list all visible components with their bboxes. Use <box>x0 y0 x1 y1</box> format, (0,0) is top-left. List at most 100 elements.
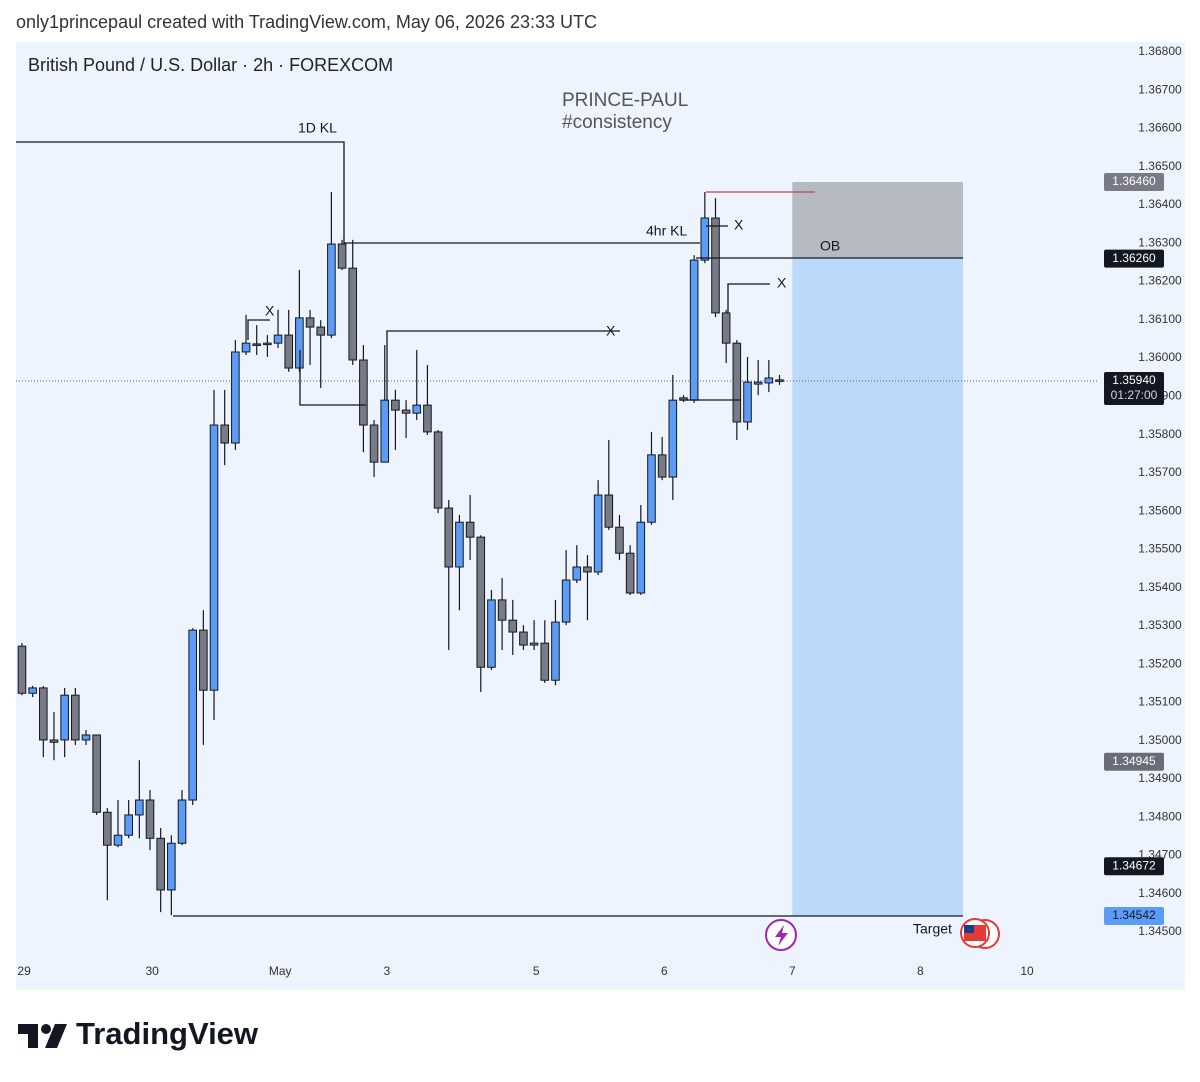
target-zone <box>792 258 964 916</box>
x-tick-label: 3 <box>384 964 391 978</box>
price-badge-label: 1.35940 <box>1112 373 1156 387</box>
candle-body <box>444 507 454 568</box>
y-tick-label: 1.34900 <box>1138 771 1182 785</box>
candle-body <box>177 799 187 844</box>
level-line <box>386 330 620 400</box>
drawings: 1D KL 4hr KL OB X X X X Target <box>16 120 963 937</box>
candle-body <box>337 243 347 269</box>
candle-body <box>465 521 475 538</box>
candle-body <box>583 566 592 573</box>
x-tick-label: 29 <box>17 964 31 978</box>
candle-body <box>401 409 411 414</box>
event-icons <box>765 918 1000 951</box>
y-tick-label: 1.35100 <box>1138 695 1182 709</box>
key-level-line <box>16 141 345 244</box>
candle-body <box>380 399 390 463</box>
x-tick-label: 8 <box>917 964 924 978</box>
candle-body <box>540 642 550 681</box>
candle-body <box>359 359 368 426</box>
level-line <box>299 350 366 406</box>
candle-body <box>252 343 262 346</box>
candle-body <box>700 217 710 261</box>
candle-body <box>775 379 784 382</box>
candle-body <box>327 243 336 336</box>
candle-body <box>220 424 229 444</box>
candle-body <box>668 399 678 478</box>
y-tick-label: 1.35200 <box>1138 656 1182 670</box>
candle-body <box>348 267 358 361</box>
candle-body <box>135 799 144 816</box>
x-tick-label: 10 <box>1020 964 1034 978</box>
symbol-title: British Pound / U.S. Dollar · 2h · FOREX… <box>28 55 393 75</box>
candle-body <box>529 642 539 646</box>
annotation: Target <box>913 921 952 937</box>
candle-body <box>551 621 560 681</box>
candle-body <box>199 629 208 691</box>
candle-body <box>625 552 635 594</box>
price-badge <box>1104 173 1164 192</box>
candle-body <box>49 739 59 743</box>
annotation: X <box>734 217 744 233</box>
y-tick-label: 1.36800 <box>1138 44 1182 58</box>
candle-body <box>657 454 667 478</box>
y-tick-label: 1.34600 <box>1138 886 1182 900</box>
candle-body <box>156 837 165 891</box>
candle-body <box>508 619 518 633</box>
y-tick-label: 1.34800 <box>1138 809 1182 823</box>
candle-body <box>412 404 422 414</box>
candle-body <box>28 687 37 694</box>
price-badge <box>1104 372 1164 406</box>
axes: 1.36800 1.36700 1.36600 1.36500 1.36400 1.363… <box>17 44 1182 978</box>
candle-body <box>284 334 294 369</box>
price-badge <box>1104 857 1164 876</box>
candle-body <box>711 217 720 314</box>
price-badge-label: 1.34945 <box>1112 754 1156 768</box>
logo-shape <box>45 1024 67 1048</box>
y-tick-label: 1.36400 <box>1138 197 1182 211</box>
candle-body <box>241 342 251 353</box>
y-tick-label: 1.35300 <box>1138 618 1182 632</box>
watermark: #consistency <box>562 112 672 133</box>
candle-body <box>92 734 101 813</box>
y-tick-label: 1.36500 <box>1138 159 1182 173</box>
candle-body <box>124 814 133 836</box>
price-badge-label: 1.34542 <box>1112 908 1156 922</box>
price-badge <box>1104 752 1164 771</box>
logo-shape <box>18 1024 38 1048</box>
price-badge-label: 1.36260 <box>1112 251 1156 265</box>
candle-body <box>423 404 432 433</box>
candle-body <box>593 494 603 573</box>
candle-body <box>647 454 656 523</box>
candle-body <box>721 312 731 344</box>
attribution: only1princepaul created with TradingView… <box>16 12 597 32</box>
annotation: 1D KL <box>298 120 337 136</box>
candle-body <box>17 645 27 694</box>
price-badge-label: 1.34672 <box>1112 858 1156 872</box>
candle-body <box>273 334 283 344</box>
candle-body <box>113 834 123 846</box>
y-tick-label: 1.36200 <box>1138 274 1182 288</box>
candle-body <box>71 694 80 741</box>
candle-body <box>81 734 91 741</box>
x-tick-label: 30 <box>145 964 159 978</box>
x-tick-label: 5 <box>533 964 540 978</box>
x-tick-label: 7 <box>789 964 796 978</box>
candle-body <box>604 494 614 528</box>
y-tick-label: 1.36600 <box>1138 121 1182 135</box>
annotation: 4hr KL <box>646 223 687 239</box>
candle-body <box>60 694 69 741</box>
candle-body <box>732 342 742 423</box>
y-tick-label: 1.34500 <box>1138 924 1182 938</box>
y-tick-label: 1.35800 <box>1138 427 1182 441</box>
annotation: X <box>777 275 787 291</box>
candle-body <box>39 687 48 741</box>
candle-body <box>103 811 112 846</box>
candle-body <box>615 526 624 554</box>
price-badge <box>1104 249 1164 268</box>
y-tick-label: 1.35500 <box>1138 542 1182 556</box>
candle-body <box>188 629 197 801</box>
y-tick-label: 1.35600 <box>1138 503 1182 517</box>
candles <box>17 191 784 916</box>
